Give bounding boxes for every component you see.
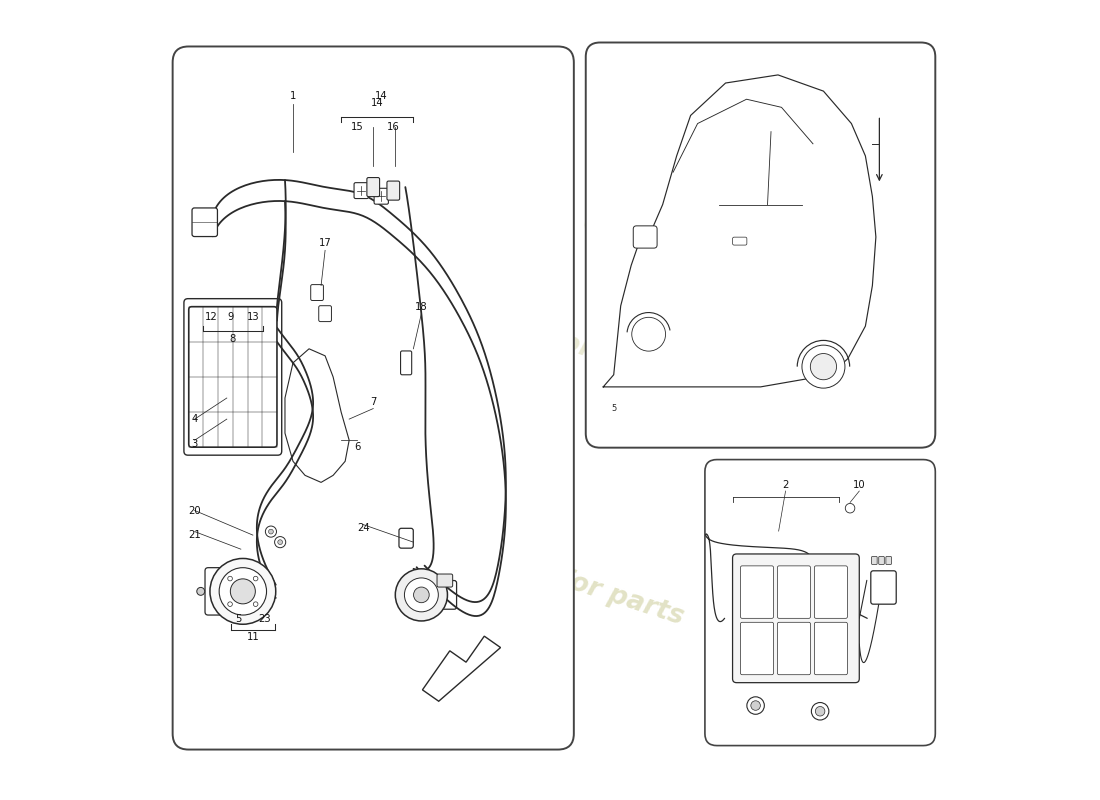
FancyBboxPatch shape [310, 285, 323, 301]
Circle shape [845, 503, 855, 513]
Text: 5: 5 [235, 614, 242, 625]
Text: 16: 16 [387, 122, 399, 132]
Text: 14: 14 [371, 98, 384, 109]
Circle shape [278, 540, 283, 545]
Text: 13: 13 [246, 312, 260, 322]
FancyBboxPatch shape [319, 306, 331, 322]
FancyBboxPatch shape [399, 528, 414, 548]
FancyBboxPatch shape [740, 622, 773, 674]
FancyBboxPatch shape [192, 208, 218, 237]
Circle shape [219, 568, 266, 615]
FancyBboxPatch shape [886, 557, 891, 565]
FancyBboxPatch shape [814, 622, 847, 674]
Circle shape [210, 558, 276, 624]
FancyBboxPatch shape [740, 566, 773, 618]
Text: eurospares: eurospares [575, 198, 873, 333]
Text: 23: 23 [258, 614, 272, 625]
FancyBboxPatch shape [437, 574, 453, 587]
Circle shape [265, 526, 276, 537]
Text: 1: 1 [289, 90, 296, 101]
Circle shape [815, 706, 825, 716]
FancyBboxPatch shape [387, 181, 399, 200]
Circle shape [747, 697, 764, 714]
Circle shape [253, 576, 257, 581]
Text: 5: 5 [612, 404, 616, 414]
Circle shape [631, 318, 666, 351]
Text: 8: 8 [230, 334, 235, 343]
FancyBboxPatch shape [205, 568, 224, 615]
FancyBboxPatch shape [778, 622, 811, 674]
Circle shape [802, 345, 845, 388]
Circle shape [811, 354, 837, 380]
Text: 4: 4 [191, 414, 198, 424]
FancyBboxPatch shape [436, 581, 456, 610]
Circle shape [228, 602, 232, 606]
Text: 24: 24 [356, 523, 370, 533]
FancyBboxPatch shape [778, 566, 811, 618]
FancyBboxPatch shape [354, 182, 368, 198]
Circle shape [228, 576, 232, 581]
Text: 10: 10 [852, 480, 866, 490]
Circle shape [405, 578, 438, 612]
Text: 12: 12 [205, 312, 217, 322]
Text: 14: 14 [375, 90, 387, 101]
Text: 6: 6 [354, 442, 361, 452]
Text: 18: 18 [415, 302, 428, 312]
Circle shape [275, 537, 286, 548]
Text: 9: 9 [228, 312, 234, 322]
FancyBboxPatch shape [871, 571, 896, 604]
Text: 11: 11 [246, 632, 260, 642]
Circle shape [751, 701, 760, 710]
FancyBboxPatch shape [814, 566, 847, 618]
FancyBboxPatch shape [634, 226, 657, 248]
Circle shape [414, 587, 429, 602]
Text: 7: 7 [370, 397, 376, 406]
FancyBboxPatch shape [189, 306, 277, 447]
FancyBboxPatch shape [586, 42, 935, 448]
Circle shape [230, 579, 255, 604]
Text: 20: 20 [188, 506, 201, 515]
FancyBboxPatch shape [733, 554, 859, 682]
FancyBboxPatch shape [400, 351, 411, 374]
FancyBboxPatch shape [879, 557, 884, 565]
Text: 15: 15 [351, 122, 364, 132]
FancyBboxPatch shape [173, 46, 574, 750]
FancyBboxPatch shape [871, 557, 877, 565]
FancyBboxPatch shape [374, 188, 388, 204]
FancyBboxPatch shape [367, 178, 380, 197]
Text: for parts since 1985: for parts since 1985 [547, 326, 839, 442]
Circle shape [395, 569, 448, 621]
FancyBboxPatch shape [705, 459, 935, 746]
Circle shape [197, 587, 205, 595]
Text: 3: 3 [191, 438, 198, 449]
Circle shape [268, 530, 273, 534]
Circle shape [253, 602, 257, 606]
Polygon shape [422, 636, 501, 702]
Circle shape [812, 702, 829, 720]
Text: 17: 17 [319, 238, 331, 248]
Text: a passion for parts: a passion for parts [412, 519, 688, 630]
Text: 21: 21 [188, 530, 201, 540]
Text: 2: 2 [782, 480, 789, 490]
FancyBboxPatch shape [733, 237, 747, 245]
